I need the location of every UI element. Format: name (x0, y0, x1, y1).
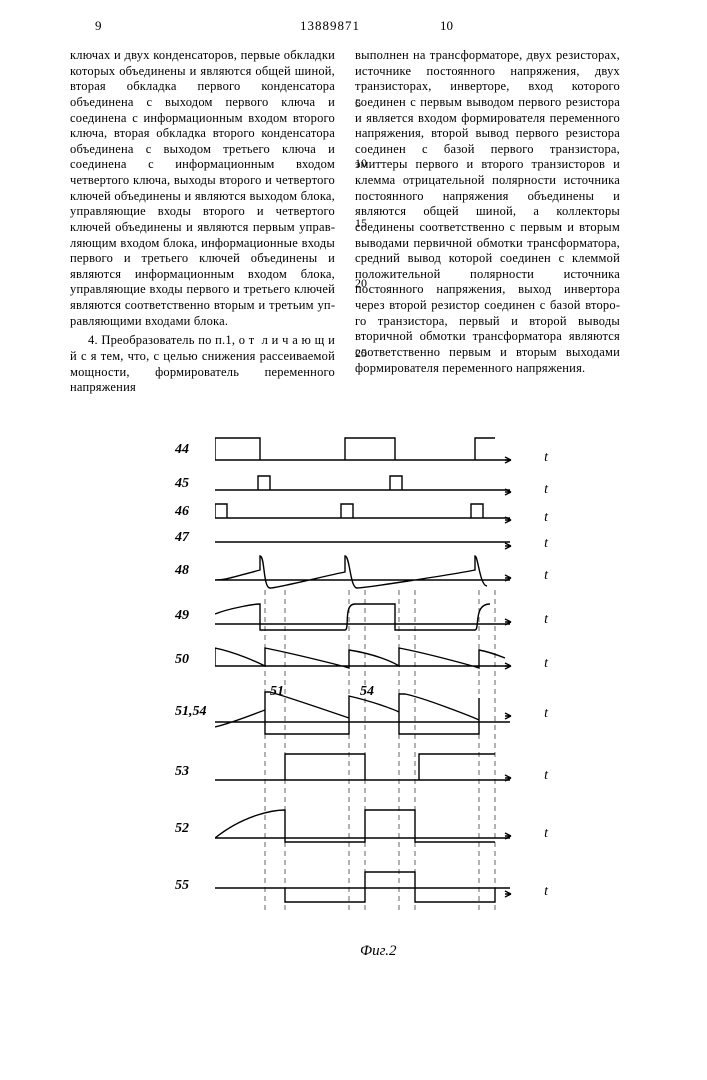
waveform-label: 51,54 (175, 704, 207, 720)
waveform-label: 55 (175, 878, 189, 894)
page-number-right: 10 (440, 18, 453, 34)
waveform-row: 48t (180, 550, 540, 592)
waveform-label: 48 (175, 563, 189, 579)
column-left: ключах и двух конденсаторов, первые обкл… (70, 48, 335, 400)
t-axis-label: t (544, 536, 548, 552)
waveform-label: 49 (175, 608, 189, 624)
waveform-svg (215, 430, 515, 470)
waveform-row: 45t (180, 470, 540, 498)
t-axis-label: t (544, 568, 548, 584)
document-number: 13889871 (300, 18, 360, 34)
timing-diagram: Фиг.2 44t45t46t47t48t49t50t51,54t515453t… (180, 430, 560, 960)
paragraph: выполнен на трансформаторе, двух ре­зист… (355, 48, 620, 376)
waveform-label: 45 (175, 476, 189, 492)
waveform-row: 44t (180, 430, 540, 470)
paragraph: 4. Преобразователь по п.1, о т ­ л и ч а… (70, 333, 335, 396)
alignment-overlay (215, 590, 555, 1080)
waveform-label: 44 (175, 442, 189, 458)
text-columns: ключах и двух конденсаторов, первые обкл… (70, 48, 650, 400)
page-number-left: 9 (95, 18, 102, 34)
waveform-svg (215, 498, 515, 526)
waveform-label: 52 (175, 821, 189, 837)
waveform-label: 53 (175, 764, 189, 780)
waveform-label: 50 (175, 652, 189, 668)
waveform-svg (215, 550, 515, 592)
waveform-label: 47 (175, 530, 189, 546)
waveform-label: 46 (175, 504, 189, 520)
waveform-row: 47t (180, 526, 540, 550)
waveform-row: 46t (180, 498, 540, 526)
column-right: выполнен на трансформаторе, двух ре­зист… (355, 48, 620, 400)
t-axis-label: t (544, 482, 548, 498)
t-axis-label: t (544, 510, 548, 526)
paragraph: ключах и двух конденсаторов, первые обкл… (70, 48, 335, 329)
waveform-svg (215, 470, 515, 498)
waveform-svg (215, 526, 515, 550)
t-axis-label: t (544, 450, 548, 466)
